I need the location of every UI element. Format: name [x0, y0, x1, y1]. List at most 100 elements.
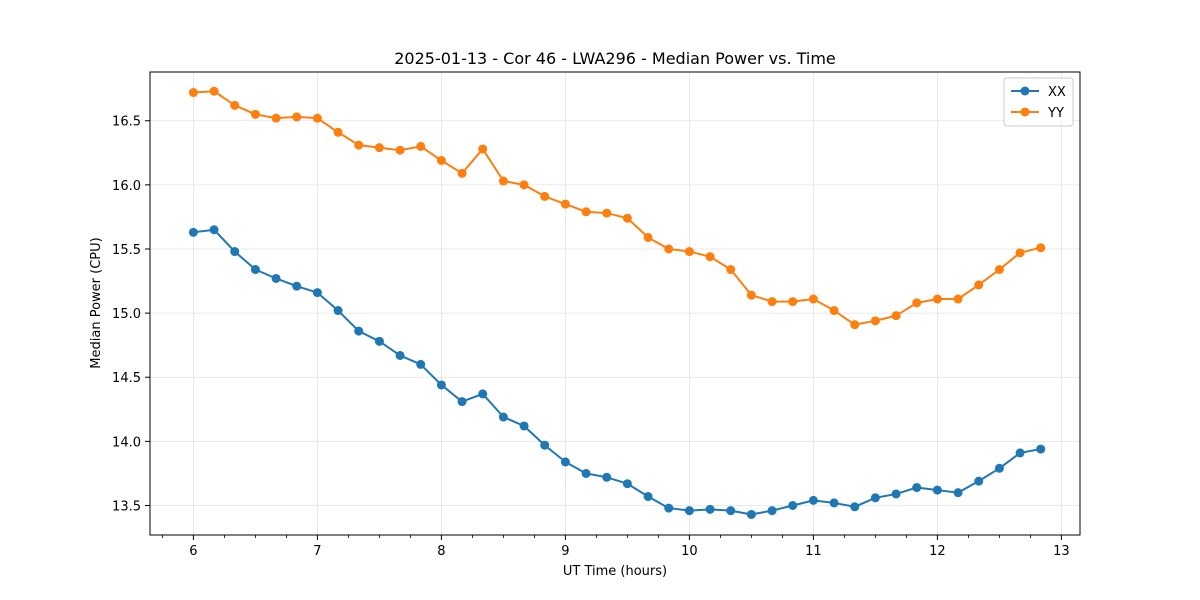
- data-point-xx: [829, 498, 839, 508]
- legend-marker-yy: [1020, 107, 1030, 117]
- data-point-yy: [333, 127, 343, 137]
- legend-label-yy: YY: [1047, 106, 1064, 121]
- x-tick-label: 10: [681, 544, 698, 559]
- data-point-yy: [912, 298, 922, 308]
- data-point-yy: [354, 140, 364, 150]
- data-point-xx: [250, 265, 260, 275]
- data-point-xx: [602, 472, 612, 482]
- data-point-xx: [974, 476, 984, 486]
- data-point-yy: [850, 320, 860, 330]
- data-point-yy: [808, 294, 818, 304]
- data-point-yy: [395, 145, 405, 155]
- data-point-yy: [664, 244, 674, 254]
- data-point-xx: [312, 288, 322, 298]
- data-point-xx: [767, 506, 777, 516]
- data-point-xx: [726, 506, 736, 516]
- data-point-yy: [788, 297, 798, 307]
- data-point-xx: [643, 492, 653, 502]
- x-tick-label: 11: [805, 544, 822, 559]
- data-point-xx: [354, 326, 364, 336]
- data-point-xx: [457, 397, 467, 407]
- data-point-xx: [1015, 448, 1025, 458]
- data-point-xx: [436, 380, 446, 390]
- y-tick-label: 14.0: [112, 435, 141, 450]
- x-axis: 6 7 8 9 10 11 12 13: [161, 535, 1070, 559]
- data-point-yy: [209, 86, 219, 96]
- x-tick-label: 7: [313, 544, 321, 559]
- data-point-xx: [932, 485, 942, 495]
- data-point-yy: [870, 316, 880, 326]
- data-point-yy: [767, 297, 777, 307]
- data-point-xx: [891, 489, 901, 499]
- data-point-xx: [684, 506, 694, 516]
- data-point-xx: [519, 421, 529, 431]
- x-tick-label: 12: [929, 544, 946, 559]
- data-point-xx: [560, 457, 570, 467]
- data-point-yy: [932, 294, 942, 304]
- y-tick-label: 16.5: [112, 115, 141, 130]
- data-point-yy: [953, 294, 963, 304]
- data-point-xx: [478, 389, 488, 399]
- legend-marker-xx: [1020, 86, 1030, 96]
- x-axis-label: UT Time (hours): [563, 564, 667, 579]
- data-point-yy: [643, 232, 653, 242]
- data-point-yy: [312, 113, 322, 123]
- data-point-yy: [457, 168, 467, 178]
- data-point-xx: [622, 479, 632, 489]
- data-point-yy: [540, 191, 550, 201]
- series-xx: [188, 225, 1046, 519]
- data-point-xx: [333, 306, 343, 316]
- data-point-xx: [994, 463, 1004, 473]
- data-point-yy: [684, 247, 694, 257]
- data-point-yy: [829, 306, 839, 316]
- data-point-xx: [292, 281, 302, 291]
- y-tick-label: 14.5: [112, 371, 141, 386]
- y-axis-label: Median Power (CPU): [89, 237, 104, 368]
- y-axis: 13.5 14.0 14.5 15.0 15.5 16.0 16.5: [112, 115, 150, 515]
- y-tick-label: 15.0: [112, 307, 141, 322]
- data-point-yy: [271, 113, 281, 123]
- y-tick-label: 15.5: [112, 243, 141, 258]
- data-point-xx: [746, 509, 756, 519]
- chart-title: 2025-01-13 - Cor 46 - LWA296 - Median Po…: [394, 49, 836, 68]
- legend: XX YY: [1003, 77, 1074, 127]
- data-point-yy: [1015, 248, 1025, 258]
- series-yy: [188, 86, 1046, 330]
- data-point-xx: [395, 350, 405, 360]
- data-point-xx: [808, 495, 818, 505]
- x-tick-label: 9: [561, 544, 569, 559]
- data-point-xx: [705, 504, 715, 514]
- data-point-xx: [1036, 444, 1046, 454]
- data-point-yy: [705, 252, 715, 262]
- data-point-xx: [788, 501, 798, 511]
- data-point-xx: [912, 483, 922, 493]
- x-tick-label: 8: [437, 544, 445, 559]
- data-point-xx: [374, 336, 384, 346]
- plot-frame: [149, 71, 1081, 536]
- data-point-xx: [664, 503, 674, 513]
- data-point-xx: [953, 488, 963, 498]
- x-tick-label: 6: [189, 544, 197, 559]
- data-point-yy: [188, 88, 198, 98]
- data-point-yy: [436, 155, 446, 165]
- data-point-yy: [478, 144, 488, 154]
- data-point-yy: [974, 280, 984, 290]
- data-point-xx: [581, 468, 591, 478]
- data-point-xx: [230, 247, 240, 257]
- data-point-yy: [292, 112, 302, 122]
- data-point-yy: [519, 180, 529, 190]
- data-point-yy: [581, 207, 591, 217]
- data-point-yy: [560, 199, 570, 209]
- data-point-yy: [498, 176, 508, 186]
- data-point-yy: [374, 143, 384, 153]
- data-point-xx: [870, 493, 880, 503]
- data-point-yy: [726, 265, 736, 275]
- data-point-xx: [416, 359, 426, 369]
- data-point-yy: [622, 213, 632, 223]
- legend-label-xx: XX: [1048, 85, 1066, 100]
- data-point-yy: [1036, 243, 1046, 253]
- data-point-yy: [746, 290, 756, 300]
- data-point-yy: [891, 311, 901, 321]
- grid: [150, 72, 1080, 535]
